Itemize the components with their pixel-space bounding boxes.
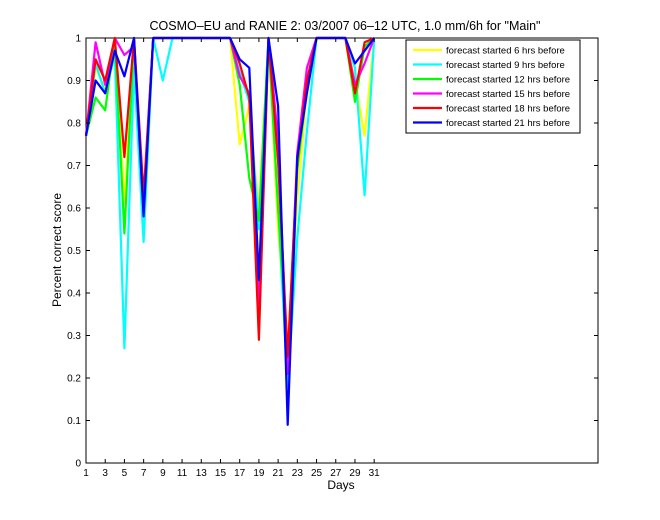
y-tick-label: 0.6	[67, 204, 81, 215]
chart-title: COSMO–EU and RANIE 2: 03/2007 06–12 UTC,…	[150, 19, 541, 33]
y-tick-label: 0.1	[67, 416, 81, 427]
y-tick-label: 0.9	[67, 76, 81, 87]
legend: forecast started 6 hrs before forecast st…	[405, 39, 581, 134]
y-axis-label: Percent correct score	[50, 193, 64, 307]
x-tick-label: 13	[196, 468, 208, 479]
y-tick-label: 0	[75, 459, 81, 470]
x-tick-label: 5	[122, 468, 128, 479]
series-layer	[84, 36, 376, 426]
x-tick-label: 29	[349, 468, 361, 479]
y-tick-label: 0.5	[67, 246, 81, 257]
legend-label-2: forecast started 9 hrs before	[446, 60, 565, 71]
legend-label-6: forecast started 21 hrs before	[446, 118, 570, 129]
legend-label-3: forecast started 12 hrs before	[446, 75, 570, 86]
series-line-6	[84, 36, 376, 426]
x-tick-label: 9	[160, 468, 166, 479]
x-tick-label: 23	[292, 468, 304, 479]
y-tick-label: 0.2	[67, 374, 81, 385]
x-tick-label: 1	[83, 468, 89, 479]
y-tick-label: 0.4	[67, 289, 81, 300]
x-tick-label: 15	[215, 468, 227, 479]
x-tick-label: 21	[273, 468, 285, 479]
y-tick-label: 0.7	[67, 161, 81, 172]
legend-label-1: forecast started 6 hrs before	[446, 46, 565, 57]
x-tick-label: 7	[141, 468, 147, 479]
y-tick-label: 1	[75, 34, 81, 45]
axes-layer: 1 3 5 7 9 11 13 15 17 19 21 23 25 27 29 3100.10.20.30.4…	[67, 34, 598, 479]
x-tick-label: 27	[330, 468, 342, 479]
x-tick-label: 3	[102, 468, 108, 479]
x-tick-label: 17	[234, 468, 246, 479]
legend-box	[405, 39, 581, 134]
legend-label-4: forecast started 15 hrs before	[446, 89, 570, 100]
y-tick-label: 0.8	[67, 119, 81, 130]
y-tick-label: 0.3	[67, 331, 81, 342]
x-tick-label: 19	[253, 468, 265, 479]
legend-label-5: forecast started 18 hrs before	[446, 104, 570, 115]
x-tick-label: 25	[311, 468, 323, 479]
x-axis-label: Days	[327, 478, 354, 492]
x-tick-label: 11	[177, 468, 188, 479]
x-tick-label: 31	[369, 468, 381, 479]
